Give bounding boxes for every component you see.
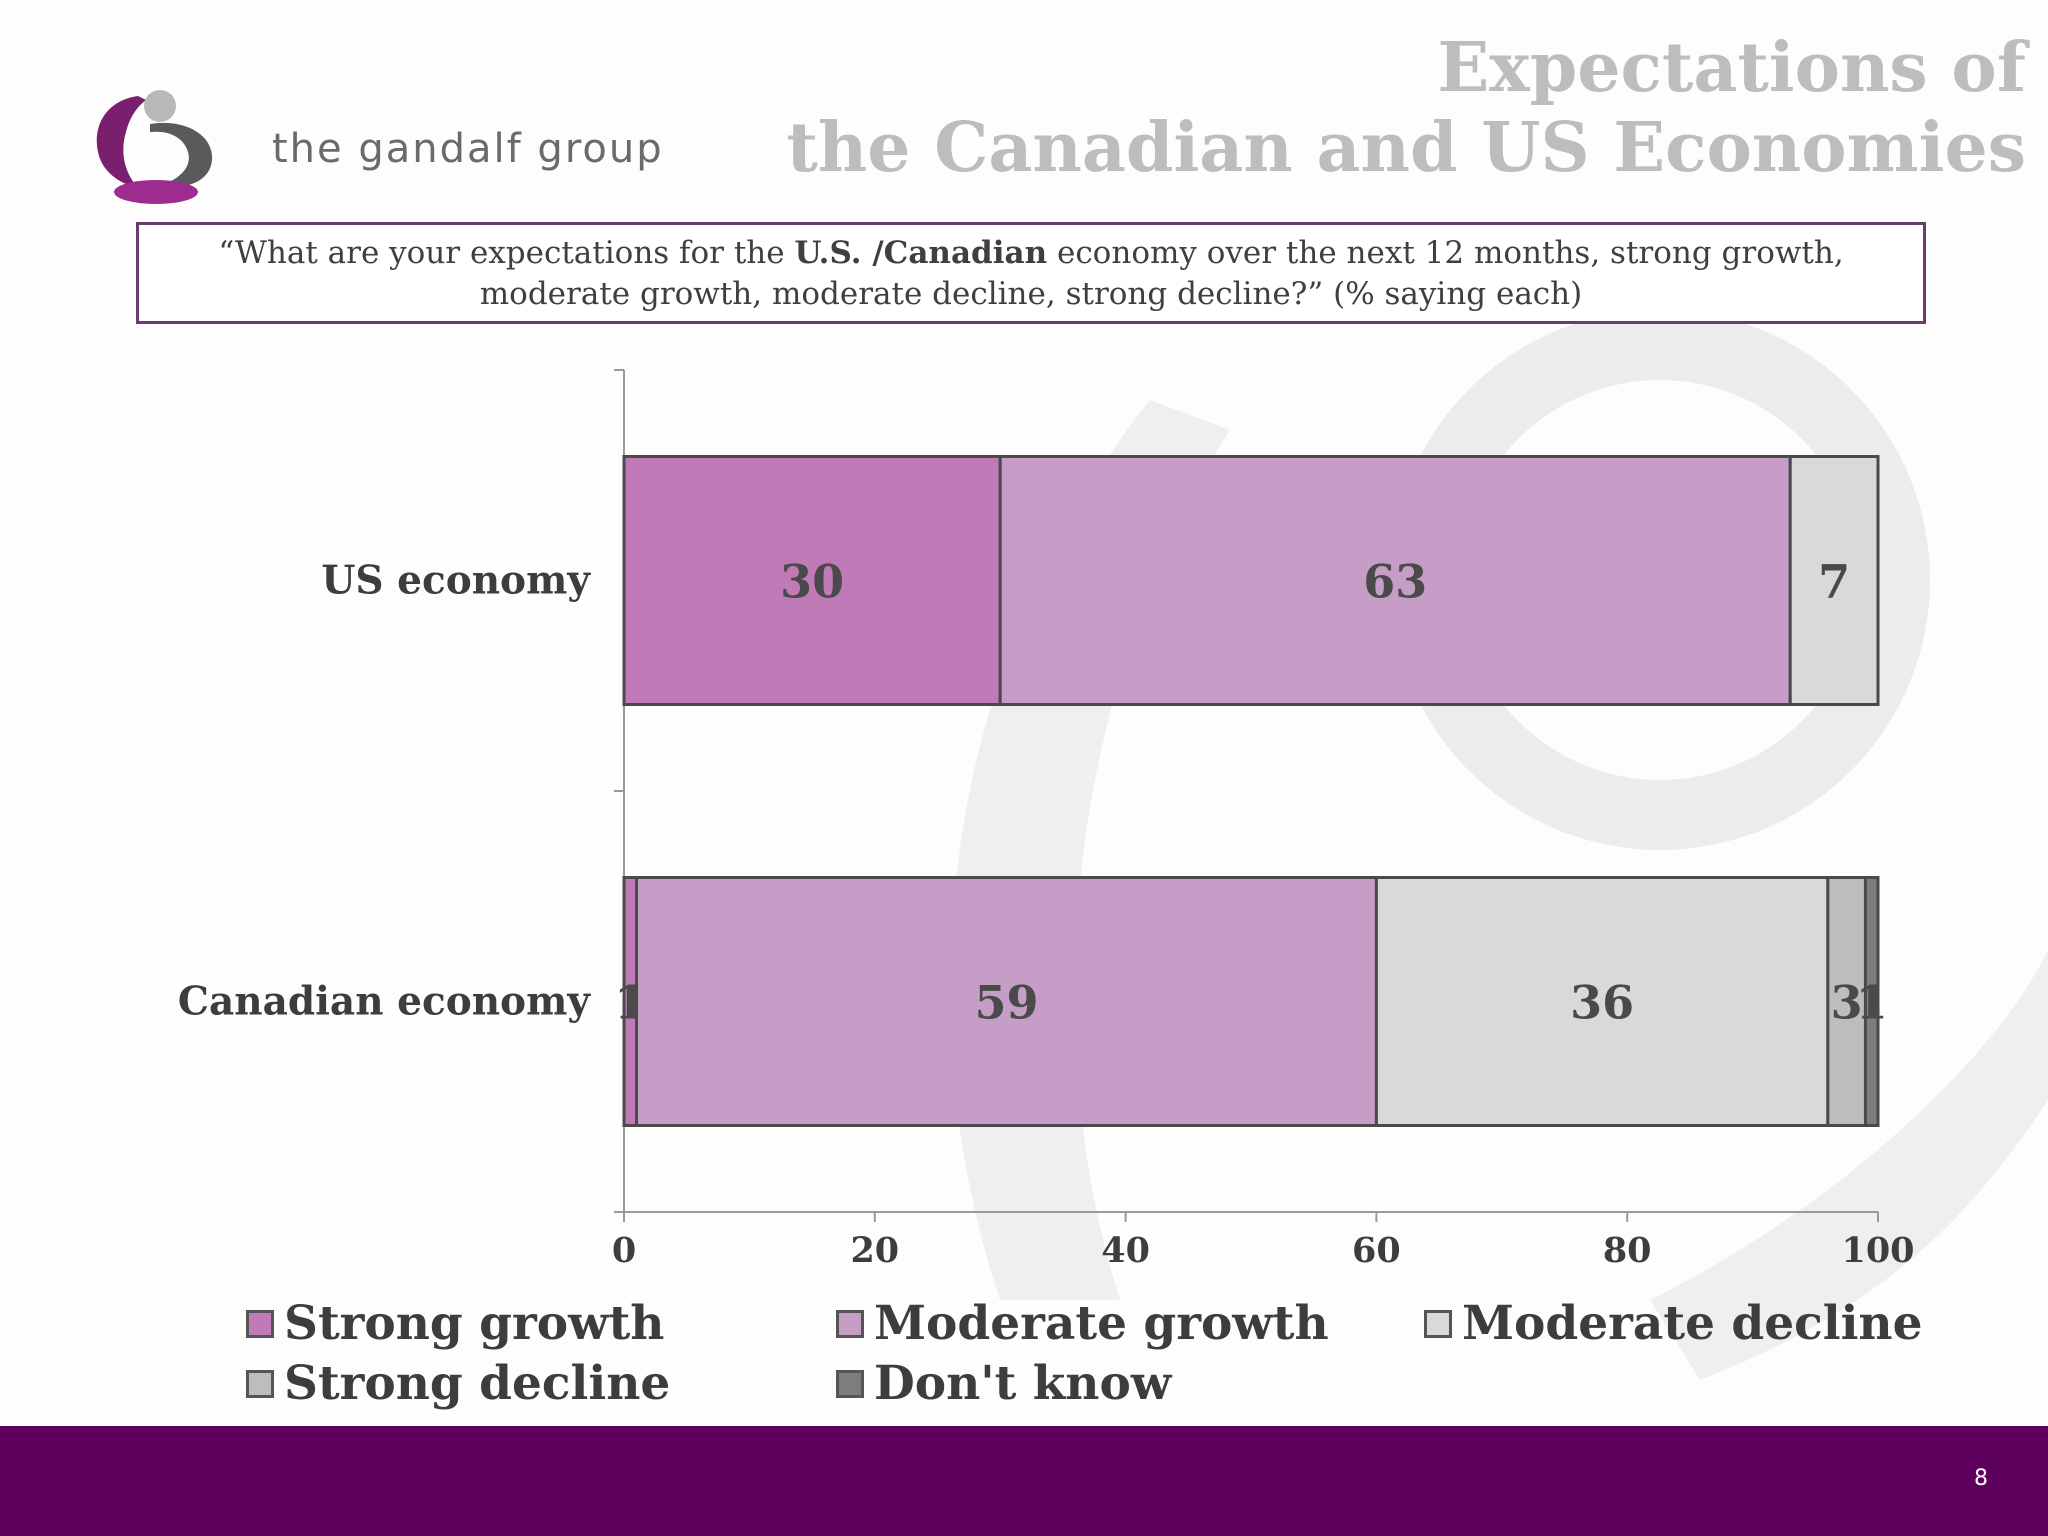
x-tick-label: 60 [1352,1230,1401,1271]
bar-segment [998,455,1792,706]
bar-segment [1863,876,1880,1127]
legend-item: Moderate decline [1424,1296,1923,1351]
question-text-bold: U.S. /Canadian [794,235,1048,271]
legend-swatch [1424,1309,1452,1338]
gandalf-g-logo-icon [96,90,213,204]
survey-question-box: “What are your expectations for the U.S.… [136,222,1926,324]
page-title: Expectations of the Canadian and US Econ… [726,28,2026,188]
legend-swatch [246,1369,274,1398]
x-tick-label: 0 [612,1230,636,1271]
legend-label: Don't know [874,1356,1172,1411]
question-text-part1: “What are your expectations for the [218,235,795,271]
x-tick-label: 100 [1841,1230,1914,1271]
title-line-2: the Canadian and US Economies [786,108,2026,188]
bar-segment [1374,876,1830,1127]
category-label: Canadian economy [178,979,591,1025]
data-label: 3 [1831,976,1863,1030]
legend-label: Moderate decline [1462,1296,1923,1351]
legend-label: Strong decline [284,1356,671,1411]
legend-item: Moderate growth [836,1296,1329,1351]
x-tick-label: 80 [1603,1230,1652,1271]
title-line-1: Expectations of [1437,28,2026,108]
legend-item: Strong growth [246,1296,664,1351]
legend-item: Strong decline [246,1356,670,1411]
x-tick-label: 20 [850,1230,899,1271]
logo-text: the gandalf group [272,126,664,172]
page-number: 8 [1974,1466,1988,1491]
question-text-part2: economy over the next 12 months, strong … [479,235,1844,312]
legend-label: Moderate growth [874,1296,1329,1351]
data-label: 30 [780,555,844,609]
data-label: 36 [1570,976,1634,1030]
footer-bar: 8 [0,1426,2048,1536]
legend-label: Strong growth [284,1296,665,1351]
legend-swatch [836,1369,864,1398]
data-label: 7 [1818,555,1850,609]
legend-item: Don't know [836,1356,1171,1411]
legend-swatch [836,1309,864,1338]
data-label: 63 [1363,555,1427,609]
bar-segment [1788,455,1880,706]
data-label: 1 [1856,976,1888,1030]
x-tick-label: 40 [1101,1230,1150,1271]
category-label: US economy [321,558,591,604]
legend-swatch [246,1309,274,1338]
bar-segment [635,876,1378,1127]
data-label: 59 [974,976,1038,1030]
